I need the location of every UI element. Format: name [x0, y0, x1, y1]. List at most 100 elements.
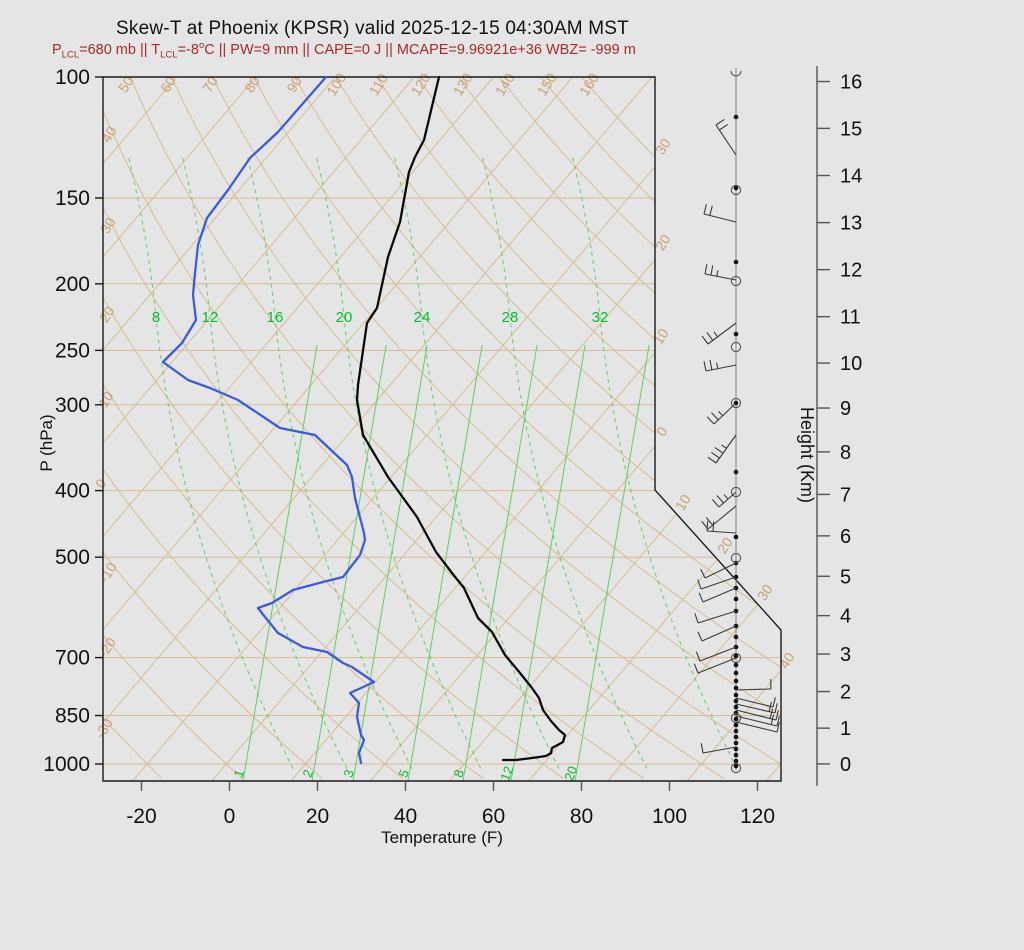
wind-barb-feather: [721, 444, 727, 449]
wind-level-dot: [733, 114, 739, 120]
height-tick-label: 6: [840, 526, 851, 548]
dry-adiabat-line: [540, 77, 781, 780]
wind-barb-feather: [718, 410, 724, 417]
height-tick-label: 2: [840, 682, 851, 704]
isotherm-line: [103, 77, 257, 781]
wind-barb-shaft: [697, 610, 737, 624]
wind-barb-feather: [703, 361, 707, 372]
isotherm-edge-label: 30: [652, 135, 674, 157]
pressure-gridlines: [103, 197, 781, 765]
height-tick-label: 16: [840, 72, 862, 94]
wind-barb-shaft: [715, 124, 737, 156]
x-tick-label: 60: [482, 805, 505, 828]
moist-adiabat-label: 20: [336, 309, 353, 326]
isotherm-line: [103, 77, 653, 781]
wind-level-dot: [733, 596, 739, 602]
height-tick-label: 13: [840, 213, 862, 235]
wind-barb-feather: [711, 499, 720, 508]
wind-barb-feather: [711, 412, 719, 421]
wind-barb-feather: [770, 714, 775, 725]
isotherm-edge-label: 40: [776, 649, 798, 671]
isotherm-edge-label: 10: [650, 325, 672, 347]
wind-barb-feather: [723, 494, 729, 500]
pressure-tick-label: 500: [55, 546, 90, 569]
height-tick-label: 9: [840, 398, 851, 420]
wind-level-dot: [733, 716, 739, 722]
wind-barb-feather: [697, 579, 702, 590]
wind-barb-feather: [713, 331, 719, 338]
subtitle-segment: LCL: [61, 49, 80, 61]
mixing-ratio-lines: [242, 344, 650, 781]
wind-barb-feather: [776, 722, 780, 733]
wind-barb-feather: [700, 743, 704, 754]
wind-barb-shaft: [704, 562, 737, 579]
height-tick-label: 0: [840, 754, 851, 776]
pressure-axis-title: P (hPa): [37, 414, 56, 471]
dry-adiabat-line: [103, 77, 163, 779]
wind-barb-shaft: [735, 697, 774, 708]
wind-level-circle: [730, 762, 742, 774]
mixing-ratio-line: [574, 344, 650, 781]
wind-level-dot: [733, 746, 739, 752]
dry-adiabat-line: [252, 77, 781, 780]
height-axis-title: Height (Km): [797, 407, 817, 503]
wind-barb-feather: [700, 568, 706, 579]
wind-level-dot: [733, 662, 739, 668]
wind-barb-shaft: [735, 709, 777, 721]
pressure-tick-label: 250: [55, 339, 90, 362]
wind-level-dot: [733, 331, 739, 337]
wind-level-circle: [730, 397, 742, 409]
green-line-labels: 8 12 16 20 24 28 321 2 3 5 8 12 20: [152, 309, 609, 783]
dry-adiabat-line: [211, 77, 781, 780]
height-tick-label: 4: [840, 606, 851, 628]
pressure-tick-label: 850: [55, 705, 90, 728]
wind-level-circle: [730, 712, 742, 724]
wind-barb-feather: [694, 613, 699, 624]
dry-adiabat-top-label: 70: [199, 73, 221, 95]
subtitle-segment: =680 mb || T: [79, 41, 161, 58]
moist-adiabat-line: [247, 157, 414, 771]
x-tick-label: 20: [306, 805, 329, 828]
dry-adiabat-line: [103, 77, 564, 780]
wind-barb-feather: [709, 205, 713, 216]
wind-level-dot: [733, 763, 739, 769]
isotherm-line: [528, 77, 781, 781]
height-tick-label: 10: [840, 353, 862, 375]
moist-adiabat-line: [316, 157, 483, 771]
wind-barb-feather: [719, 123, 728, 131]
wind-barb-feather: [716, 270, 719, 277]
dry-adiabat-top-label: 50: [115, 73, 137, 95]
wind-barb-shaft: [713, 402, 737, 425]
calm-marker: [730, 70, 742, 77]
wind-barb-feather: [706, 520, 709, 532]
wind-barb-feather: [711, 451, 720, 459]
wind-level-circle: [730, 486, 742, 498]
dry-adiabat-line: [103, 77, 243, 779]
wind-barb-shaft: [700, 576, 737, 590]
x-tick-label: 40: [394, 805, 417, 828]
dry-adiabat-top-label: 160: [576, 70, 602, 98]
isotherm-line: [290, 77, 781, 781]
dry-adiabat-top-label: 90: [283, 73, 305, 95]
dry-adiabat-top-label: 150: [534, 70, 560, 98]
isotherm-edge-label: 20: [652, 231, 674, 253]
wind-level-dot: [733, 634, 739, 640]
height-tick-label: 1: [840, 718, 851, 740]
wind-barb-feather: [775, 710, 779, 721]
dry-adiabat-left-label: -20: [95, 634, 119, 660]
dry-adiabat-line: [103, 77, 323, 779]
subtitle-segment: P: [52, 41, 62, 58]
wind-level-dot: [733, 685, 739, 691]
wind-level-dot: [733, 758, 739, 764]
height-tick-label: 7: [840, 484, 851, 506]
dry-adiabat-line: [103, 77, 725, 780]
subtitle-segment: LCL: [160, 49, 178, 61]
mixing-ratio-line: [242, 344, 318, 781]
dry-adiabat-line: [416, 77, 781, 780]
subtitle-segment: o: [198, 40, 205, 51]
wind-barb-feather: [705, 517, 714, 526]
x-tick-label: -20: [126, 805, 156, 828]
wind-barb-shaft: [702, 587, 737, 603]
